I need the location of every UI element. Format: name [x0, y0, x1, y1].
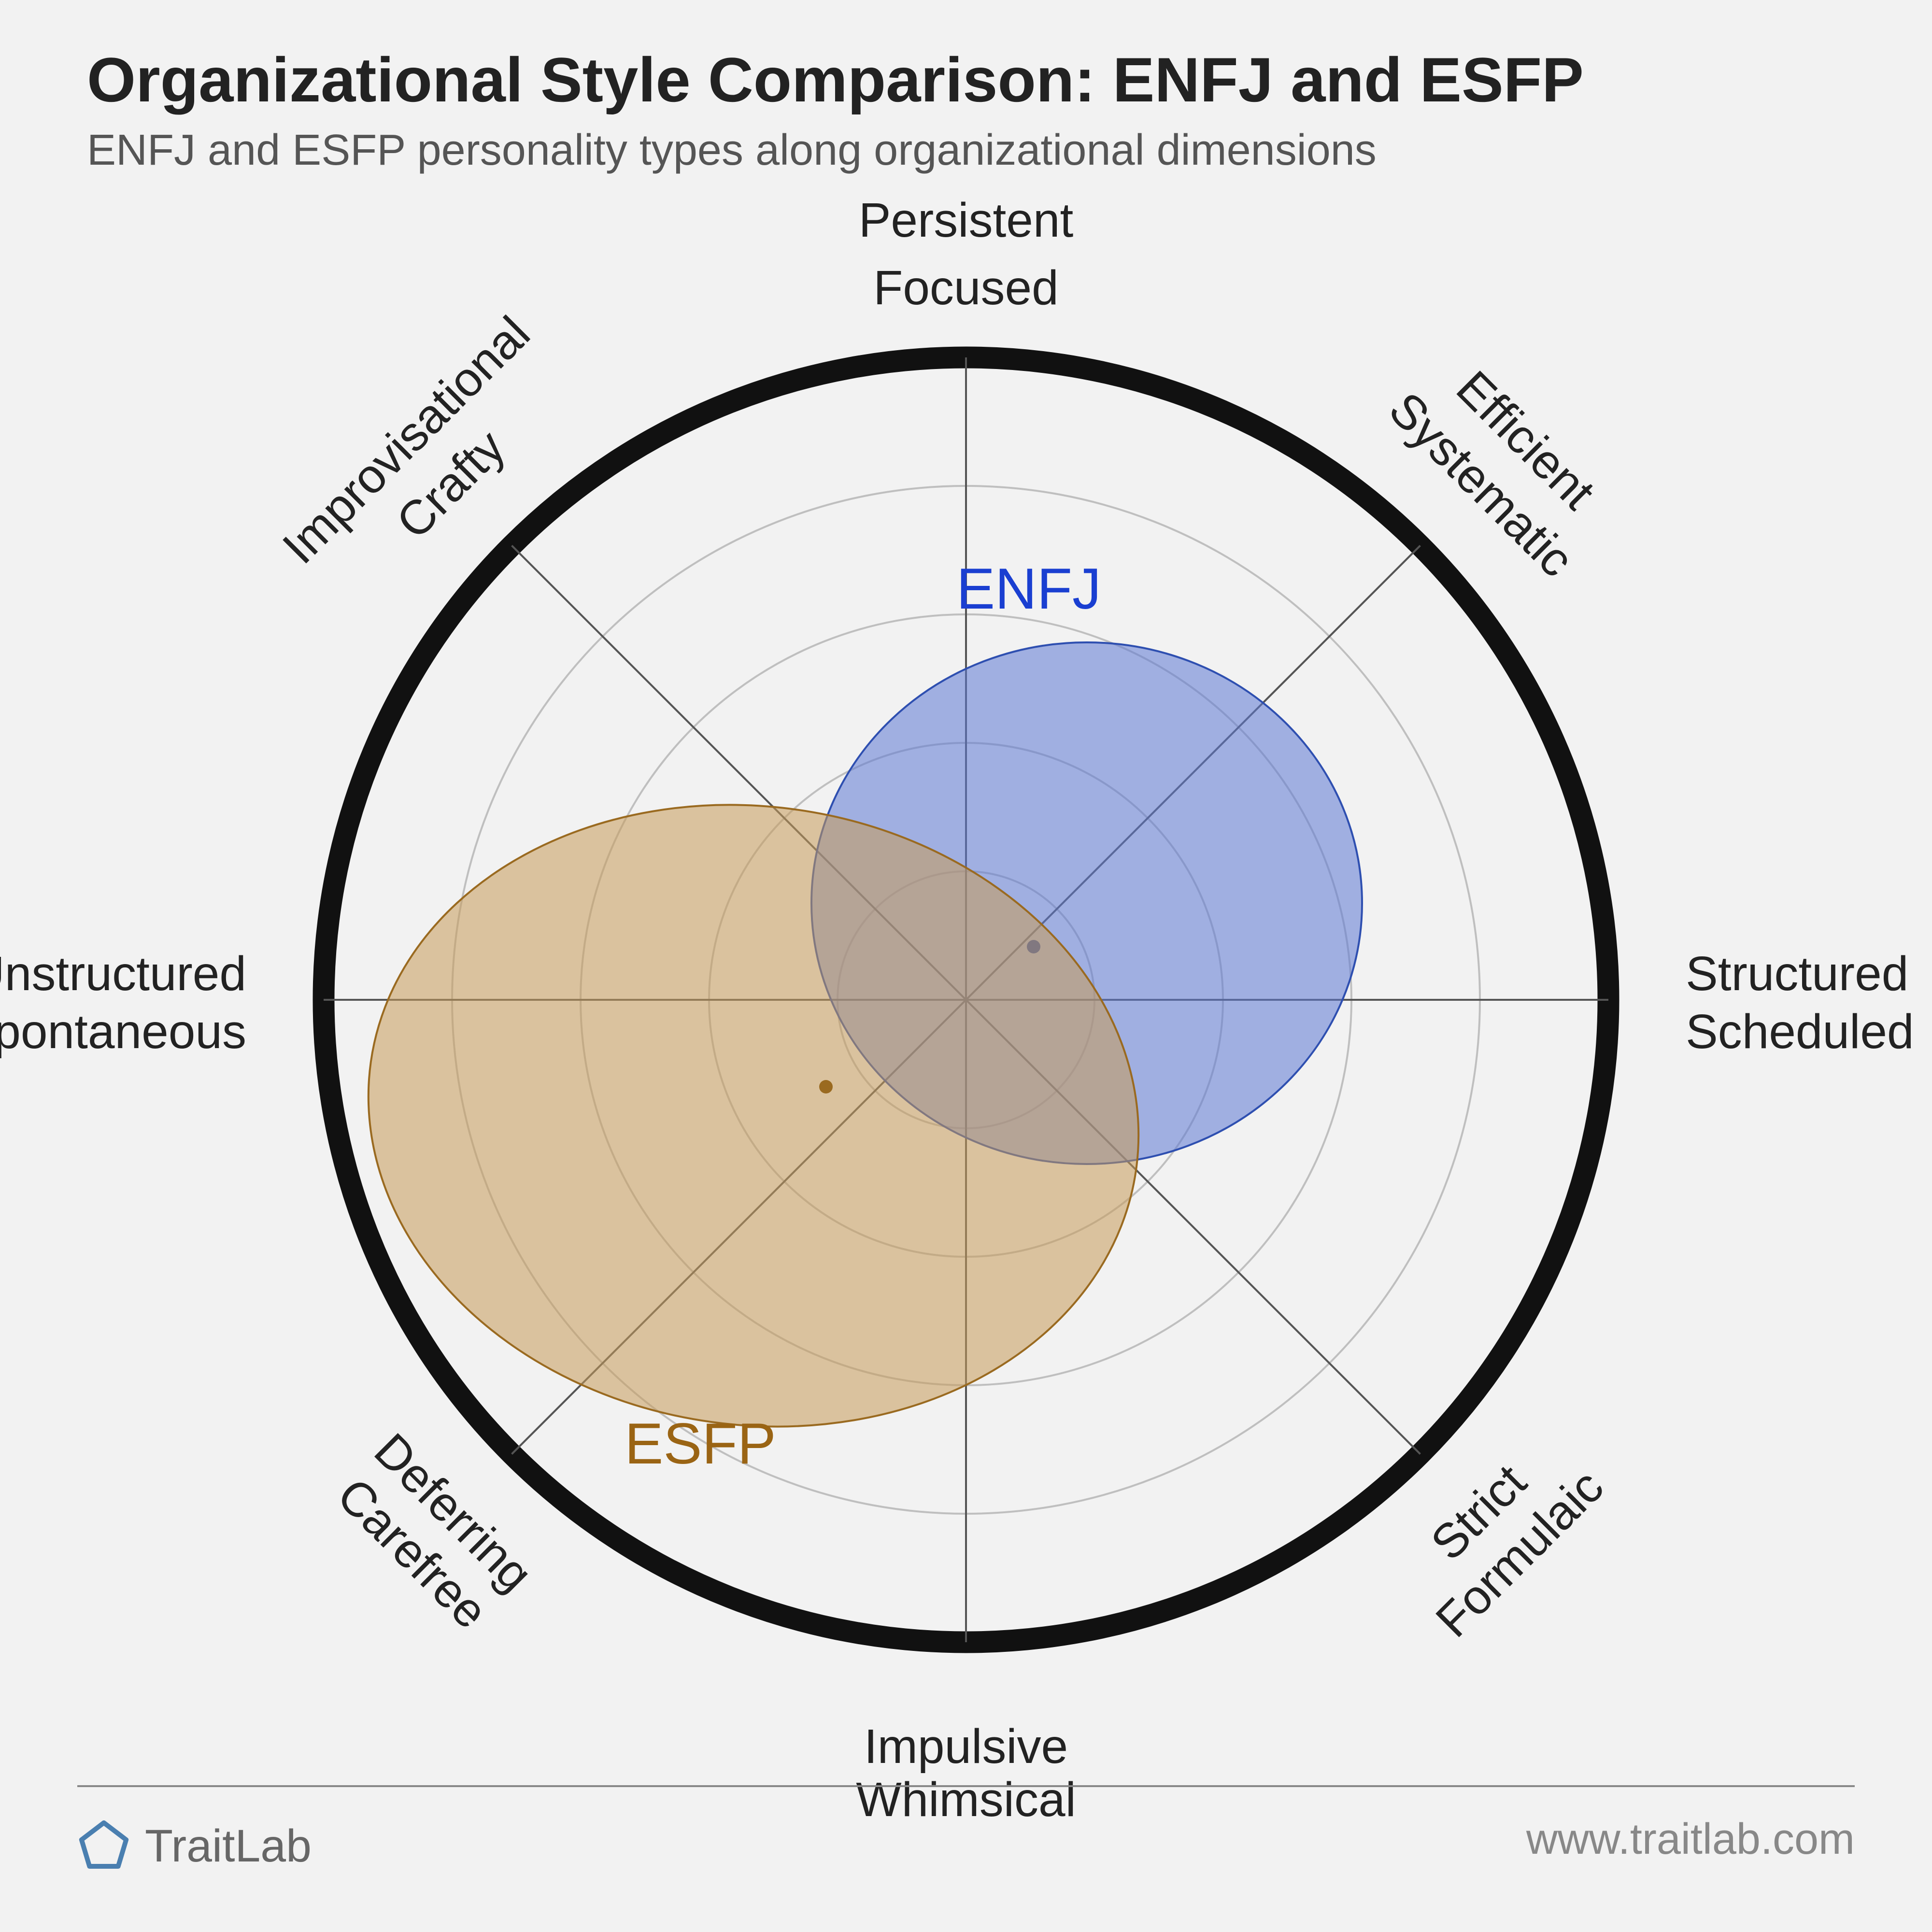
axis-label-line2: Whimsical	[856, 1773, 1076, 1827]
traitlab-logo-icon	[77, 1818, 130, 1874]
axis-label-line1: Structured	[1686, 947, 1908, 1001]
footer-url: www.traitlab.com	[1526, 1815, 1855, 1864]
footer-divider	[77, 1785, 1855, 1787]
axis-label: UnstructuredSpontaneous	[0, 947, 246, 1059]
axis-label: Persistent Focused	[859, 193, 1074, 315]
chart-card: { "title": "Organizational Style Compari…	[0, 0, 1932, 1932]
axis-label: ImpulsiveWhimsical	[856, 1719, 1076, 1827]
blob-center-dot	[819, 1080, 833, 1094]
footer-brand-text: TraitLab	[145, 1820, 312, 1873]
axis-label-line2: Spontaneous	[0, 1005, 246, 1059]
blob-label-esfp: ESFP	[625, 1411, 776, 1476]
footer-brand-block: TraitLab	[77, 1818, 312, 1874]
axis-label-line1: Persistent	[859, 193, 1074, 247]
axis-label-line1: Unstructured	[0, 947, 246, 1001]
blob-label-enfj: ENFJ	[956, 556, 1101, 621]
axis-label-line1: Impulsive	[864, 1719, 1068, 1774]
axis-label: StructuredScheduled	[1686, 947, 1914, 1059]
axis-label-line2: Focused	[873, 261, 1059, 315]
axis-label-line2: Scheduled	[1686, 1005, 1914, 1059]
polar-chart: PersistentFocusedEfficientSystematicStru…	[0, 0, 1932, 1932]
axis-label-line1: Improvisational	[272, 306, 540, 574]
